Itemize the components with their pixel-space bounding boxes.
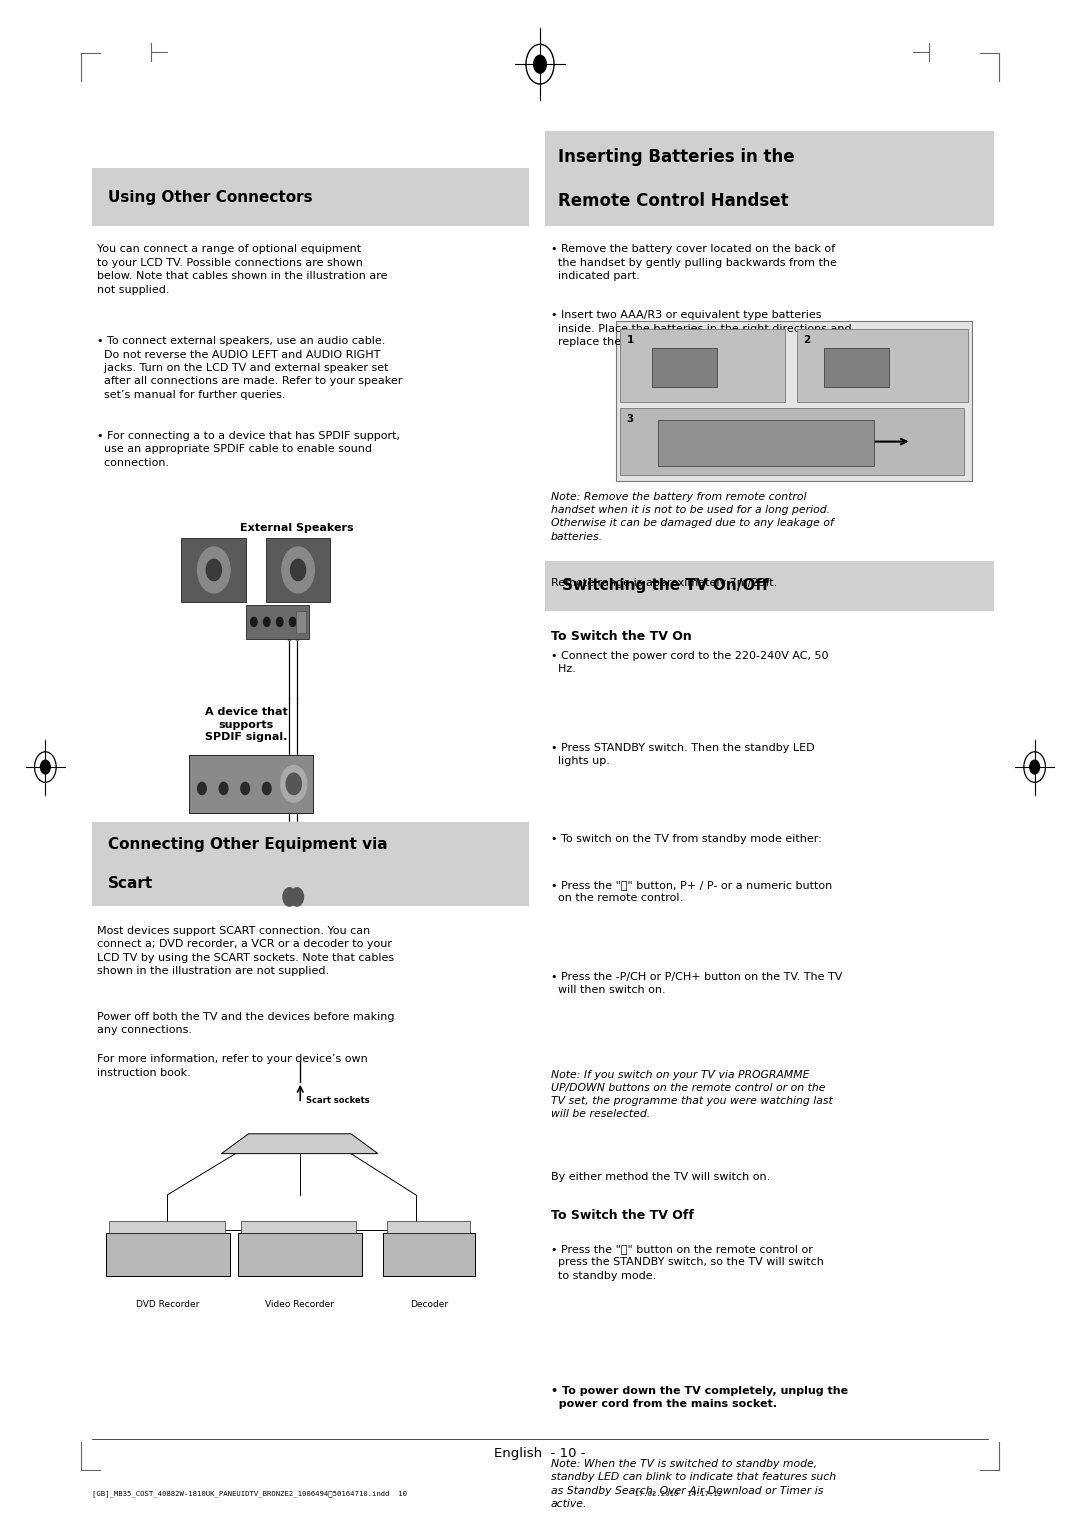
Circle shape [282,547,314,593]
Text: • Press STANDBY switch. Then the standby LED
  lights up.: • Press STANDBY switch. Then the standby… [551,743,814,766]
Text: • Press the -P/CH or P/CH+ button on the TV. The TV
  will then switch on.: • Press the -P/CH or P/CH+ button on the… [551,972,842,995]
Circle shape [241,782,249,795]
FancyBboxPatch shape [92,822,529,906]
FancyBboxPatch shape [189,755,313,813]
Text: You can connect a range of optional equipment
to your LCD TV. Possible connectio: You can connect a range of optional equi… [97,244,388,295]
Circle shape [251,617,257,626]
Text: 2: 2 [804,335,811,345]
Text: A device that
supports
SPDIF signal.: A device that supports SPDIF signal. [205,707,287,743]
Circle shape [1029,761,1039,773]
Text: Using Other Connectors: Using Other Connectors [108,189,312,205]
Text: Decoder: Decoder [410,1300,448,1309]
Text: To Switch the TV On: To Switch the TV On [551,630,691,643]
FancyBboxPatch shape [241,1221,356,1233]
Circle shape [289,617,296,626]
Text: • Insert two AAA/R3 or equivalent type batteries
  inside. Place the batteries i: • Insert two AAA/R3 or equivalent type b… [551,310,851,347]
FancyBboxPatch shape [266,538,330,602]
Text: Video Recorder: Video Recorder [266,1300,334,1309]
FancyBboxPatch shape [545,131,994,226]
Text: • Remove the battery cover located on the back of
  the handset by gently pullin: • Remove the battery cover located on th… [551,244,837,281]
Circle shape [262,782,271,795]
Text: Note: Remove the battery from remote control
handset when it is not to be used f: Note: Remove the battery from remote con… [551,492,834,541]
Text: • To connect external speakers, use an audio cable.
  Do not reverse the AUDIO L: • To connect external speakers, use an a… [97,336,403,400]
FancyBboxPatch shape [181,538,246,602]
Text: Power off both the TV and the devices before making
any connections.: Power off both the TV and the devices be… [97,1012,394,1034]
Circle shape [291,888,303,906]
Text: Scart sockets: Scart sockets [306,1096,369,1105]
Text: • Connect the power cord to the 220-240V AC, 50
  Hz.: • Connect the power cord to the 220-240V… [551,651,828,674]
Polygon shape [221,1134,378,1154]
Text: DVD Recorder: DVD Recorder [136,1300,200,1309]
Text: • Press the "⏻" button, P+ / P- or a numeric button
  on the remote control.: • Press the "⏻" button, P+ / P- or a num… [551,880,832,903]
Text: • To power down the TV completely, unplug the
  power cord from the mains socket: • To power down the TV completely, unplu… [551,1386,848,1409]
Text: Remote Control Handset: Remote Control Handset [558,191,789,209]
FancyBboxPatch shape [106,1233,230,1276]
FancyBboxPatch shape [296,611,306,633]
Circle shape [291,559,306,581]
Circle shape [276,617,283,626]
FancyBboxPatch shape [616,321,972,481]
FancyBboxPatch shape [92,168,529,226]
FancyBboxPatch shape [109,1221,225,1233]
Circle shape [198,782,206,795]
FancyBboxPatch shape [824,348,889,387]
Text: [GB]_MB35_COST_40882W-1810UK_PANEUIDTV_BRONZE2_1006494⁐50164710.indd  10        : [GB]_MB35_COST_40882W-1810UK_PANEUIDTV_B… [92,1490,721,1496]
Text: By either method the TV will switch on.: By either method the TV will switch on. [551,1172,770,1183]
Text: Inserting Batteries in the: Inserting Batteries in the [558,148,795,167]
Text: External Speakers: External Speakers [240,523,354,533]
Circle shape [41,761,50,773]
FancyBboxPatch shape [658,420,874,466]
Text: Scart: Scart [108,876,153,891]
Text: Connecting Other Equipment via: Connecting Other Equipment via [108,837,388,853]
Circle shape [206,559,221,581]
Text: Note: If you switch on your TV via PROGRAMME
UP/DOWN buttons on the remote contr: Note: If you switch on your TV via PROGR… [551,1070,833,1118]
FancyBboxPatch shape [246,605,309,639]
Text: 3: 3 [626,414,634,425]
Circle shape [264,617,270,626]
Circle shape [198,547,230,593]
Text: Most devices support SCART connection. You can
connect a; DVD recorder, a VCR or: Most devices support SCART connection. Y… [97,926,394,976]
FancyBboxPatch shape [238,1233,362,1276]
Text: • For connecting a to a device that has SPDIF support,
  use an appropriate SPDI: • For connecting a to a device that has … [97,431,401,468]
FancyBboxPatch shape [620,408,964,475]
FancyBboxPatch shape [387,1221,470,1233]
Circle shape [219,782,228,795]
Circle shape [281,766,307,802]
FancyBboxPatch shape [620,329,785,402]
Text: Switching the TV On/Off: Switching the TV On/Off [562,579,768,593]
Text: • Press the "⏻" button on the remote control or
  press the STANDBY switch, so t: • Press the "⏻" button on the remote con… [551,1244,824,1280]
Text: Note: When the TV is switched to standby mode,
standby LED can blink to indicate: Note: When the TV is switched to standby… [551,1459,836,1508]
Circle shape [534,55,546,73]
FancyBboxPatch shape [652,348,717,387]
Circle shape [286,773,301,795]
FancyBboxPatch shape [545,561,994,611]
FancyBboxPatch shape [797,329,968,402]
FancyBboxPatch shape [383,1233,475,1276]
Text: Remote range is approximately 7m/23ft.: Remote range is approximately 7m/23ft. [551,578,777,588]
Text: To Switch the TV Off: To Switch the TV Off [551,1209,693,1222]
Text: 1: 1 [626,335,634,345]
Text: English  - 10 -: English - 10 - [495,1447,585,1461]
Text: • To switch on the TV from standby mode either:: • To switch on the TV from standby mode … [551,834,822,845]
Circle shape [283,888,296,906]
Text: For more information, refer to your device’s own
instruction book.: For more information, refer to your devi… [97,1054,368,1077]
